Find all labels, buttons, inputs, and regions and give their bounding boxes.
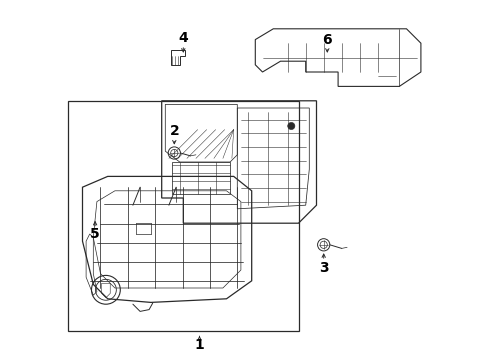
- Text: 6: 6: [322, 33, 331, 46]
- Circle shape: [287, 122, 294, 130]
- Text: 1: 1: [194, 338, 204, 352]
- Text: 4: 4: [178, 31, 188, 45]
- Text: 2: 2: [169, 125, 179, 138]
- Text: 5: 5: [90, 227, 100, 241]
- Text: 3: 3: [318, 261, 328, 275]
